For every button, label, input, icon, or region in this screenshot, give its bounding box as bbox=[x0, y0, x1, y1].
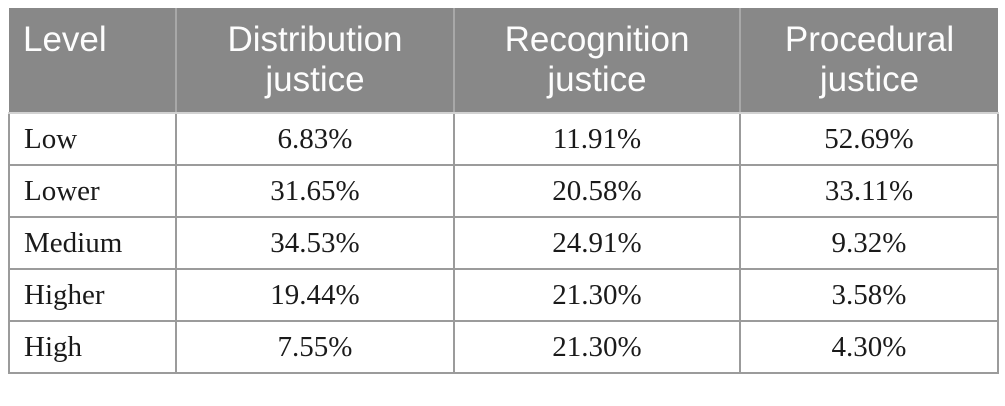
column-header-recognition-justice: Recognition justice bbox=[453, 8, 740, 114]
column-header-distribution-justice: Distribution justice bbox=[175, 8, 454, 114]
column-header-procedural-justice: Procedural justice bbox=[739, 8, 998, 114]
table-row: High 7.55% 21.30% 4.30% bbox=[8, 320, 999, 374]
value-cell: 34.53% bbox=[175, 216, 455, 270]
table-row: Medium 34.53% 24.91% 9.32% bbox=[8, 216, 999, 270]
column-header-level: Level bbox=[9, 8, 176, 114]
row-label-cell: Low bbox=[8, 113, 177, 166]
value-cell: 3.58% bbox=[739, 268, 999, 322]
value-cell: 19.44% bbox=[175, 268, 455, 322]
value-cell: 11.91% bbox=[453, 113, 741, 166]
value-cell: 24.91% bbox=[453, 216, 741, 270]
value-cell: 31.65% bbox=[175, 164, 455, 218]
value-cell: 9.32% bbox=[739, 216, 999, 270]
table-body: Low 6.83% 11.91% 52.69% Lower 31.65% 20.… bbox=[8, 113, 999, 374]
value-cell: 7.55% bbox=[175, 320, 455, 374]
justice-level-table: Level Distribution justice Recognition j… bbox=[8, 8, 999, 374]
value-cell: 52.69% bbox=[739, 113, 999, 166]
row-label-cell: High bbox=[8, 320, 177, 374]
value-cell: 21.30% bbox=[453, 320, 741, 374]
table-row: Lower 31.65% 20.58% 33.11% bbox=[8, 164, 999, 218]
value-cell: 20.58% bbox=[453, 164, 741, 218]
table-row: Higher 19.44% 21.30% 3.58% bbox=[8, 268, 999, 322]
row-label-cell: Lower bbox=[8, 164, 177, 218]
table-row: Low 6.83% 11.91% 52.69% bbox=[8, 113, 999, 166]
value-cell: 21.30% bbox=[453, 268, 741, 322]
row-label-cell: Medium bbox=[8, 216, 177, 270]
value-cell: 4.30% bbox=[739, 320, 999, 374]
header-row: Level Distribution justice Recognition j… bbox=[9, 8, 998, 114]
value-cell: 6.83% bbox=[175, 113, 455, 166]
row-label-cell: Higher bbox=[8, 268, 177, 322]
table-header: Level Distribution justice Recognition j… bbox=[9, 8, 998, 114]
value-cell: 33.11% bbox=[739, 164, 999, 218]
